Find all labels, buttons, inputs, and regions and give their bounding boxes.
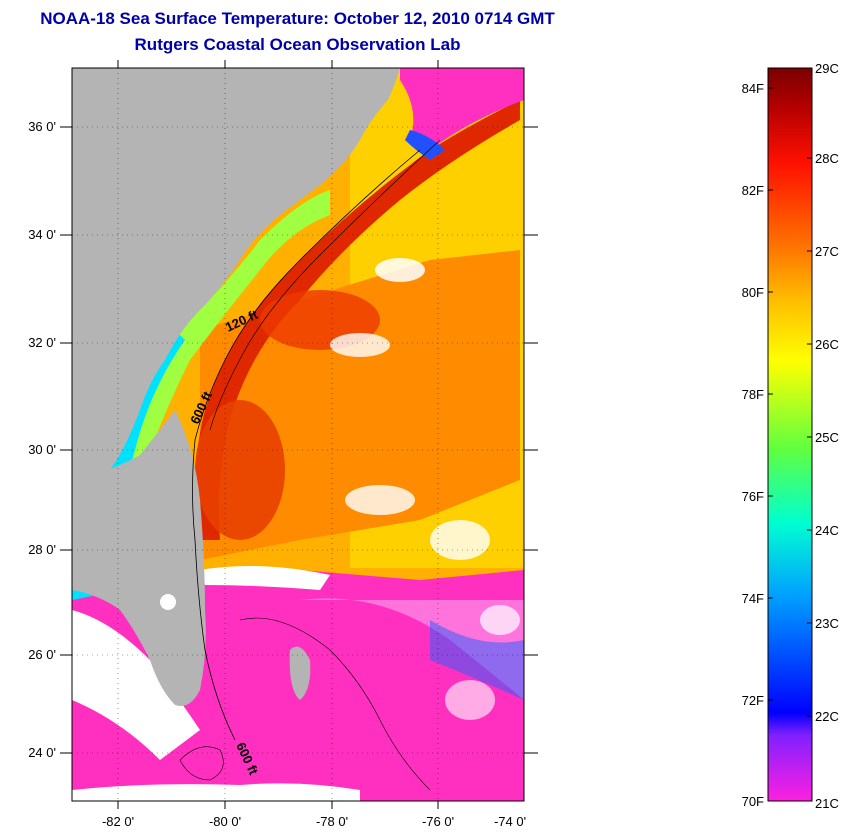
colorbar-label-25c: 25C (815, 430, 839, 445)
colorbar-label-80f: 80F (742, 285, 764, 300)
florida-peninsula (72, 410, 206, 706)
colorbar-label-27c: 27C (815, 244, 839, 259)
colorbar-label-82f: 82F (742, 183, 764, 198)
map-ticks (60, 60, 538, 809)
colorbar-label-84f: 84F (742, 81, 764, 96)
sst-map: 120 ft 600 ft 600 ft (72, 68, 524, 801)
lat-label-34: 34 0' (28, 227, 56, 242)
colorbar-label-78f: 78F (742, 387, 764, 402)
colorbar-label-21c: 21C (815, 796, 839, 811)
colorbar-label-22c: 22C (815, 709, 839, 724)
temperature-colorbar: 84F 82F 80F 78F 76F 74F 72F 70F 29C 28C … (742, 61, 839, 811)
map-title: NOAA-18 Sea Surface Temperature: October… (40, 9, 555, 28)
lat-label-24: 24 0' (28, 745, 56, 760)
colorbar-label-76f: 76F (742, 489, 764, 504)
map-grid (72, 68, 524, 801)
land-mass (72, 68, 400, 480)
colorbar-label-74f: 74F (742, 591, 764, 606)
colorbar-label-72f: 72F (742, 693, 764, 708)
colorbar-label-70f: 70F (742, 794, 764, 809)
colorbar-label-26c: 26C (815, 337, 839, 352)
map-subtitle: Rutgers Coastal Ocean Observation Lab (134, 35, 461, 54)
lon-label-80: -80 0' (209, 814, 241, 829)
gulf-stream (193, 100, 520, 540)
lat-label-36: 36 0' (28, 119, 56, 134)
lon-label-78: -78 0' (316, 814, 348, 829)
colorbar-label-23c: 23C (815, 616, 839, 631)
lat-label-26: 26 0' (28, 647, 56, 662)
colorbar-label-29c: 29C (815, 61, 839, 76)
lon-label-74: -74 0' (494, 814, 526, 829)
colorbar-label-28c: 28C (815, 151, 839, 166)
lon-label-82: -82 0' (102, 814, 134, 829)
lat-label-28: 28 0' (28, 542, 56, 557)
colorbar-label-24c: 24C (815, 523, 839, 538)
map-frame (71, 67, 525, 802)
lat-label-32: 32 0' (28, 335, 56, 350)
lon-label-76: -76 0' (422, 814, 454, 829)
lat-label-30: 30 0' (28, 442, 56, 457)
